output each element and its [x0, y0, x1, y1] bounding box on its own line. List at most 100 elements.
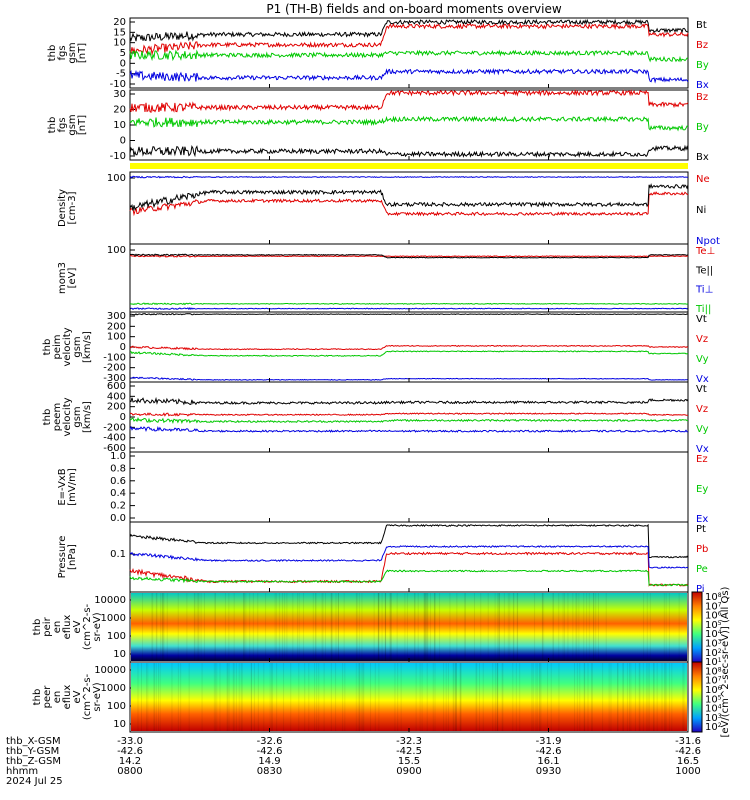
legend-Bz: Bz	[696, 40, 708, 51]
footer-value: -32.6	[257, 736, 283, 747]
footer-value: 0800	[117, 766, 142, 777]
legend-Vx: Vx	[696, 444, 709, 455]
y-axis-label: peem	[52, 403, 63, 431]
y-axis-label: eflux	[62, 615, 73, 640]
legend-Pt: Pt	[696, 524, 706, 535]
footer-value: 0830	[257, 766, 282, 777]
y-axis-label: gsm	[72, 336, 83, 357]
series-Bz	[129, 89, 689, 113]
legend-Vy: Vy	[696, 424, 709, 435]
legend-Pe: Pe	[696, 564, 708, 575]
y-axis-label: [km/s]	[82, 401, 93, 433]
y-tick-label: 0.0	[110, 513, 126, 524]
y-tick-label: 0.6	[110, 476, 126, 487]
y-axis-label: [nT]	[77, 115, 88, 135]
y-tick-label: 100	[107, 701, 126, 712]
series-Vt	[129, 396, 689, 406]
series-Bz	[129, 22, 689, 56]
footer-value: 14.9	[258, 756, 280, 767]
y-tick-label: 10000	[94, 665, 126, 676]
y-tick-label: -100	[103, 352, 126, 363]
y-axis-label: mom3	[57, 262, 68, 294]
colorbar-tick: 102	[705, 648, 722, 659]
legend-Bt: Bt	[696, 20, 707, 31]
y-tick-label: 0.8	[110, 463, 126, 474]
y-axis-label: eV	[72, 690, 83, 703]
y-axis-label: (cm^2-s-	[82, 603, 93, 650]
spectrogram	[131, 593, 687, 661]
panel-frame	[129, 451, 689, 523]
series-Bt	[129, 18, 689, 42]
y-tick-label: 0	[120, 412, 126, 423]
footer-value: -31.6	[675, 736, 701, 747]
footer-date: 2024 Jul 25	[6, 776, 63, 787]
y-tick-label: 100	[107, 631, 126, 642]
footer-value: 1000	[675, 766, 700, 777]
legend-Bx: Bx	[696, 80, 709, 91]
colorbar-tick: 101	[705, 657, 722, 668]
y-axis-label: eflux	[62, 685, 73, 710]
y-axis-label: E=-VxB	[57, 468, 68, 505]
y-axis-label: thb	[32, 689, 43, 706]
footer-value: 16.5	[677, 756, 699, 767]
y-tick-label: 600	[107, 381, 126, 392]
legend-Ex: Ex	[696, 514, 708, 525]
footer-value: -42.6	[536, 746, 562, 757]
footer-value: -42.5	[396, 746, 422, 757]
y-axis-label: gsm	[67, 114, 78, 135]
footer-value: -31.9	[536, 736, 562, 747]
series-Te||	[129, 253, 689, 259]
footer-label: thb_Y-GSM	[6, 746, 59, 757]
panel-peem-velocity: thb peem velocity gsm [km/s] 6004002000-200-4…	[42, 381, 709, 455]
legend-Ez: Ez	[696, 454, 708, 465]
colorbar-tick: 106	[705, 611, 722, 622]
legend-Pb: Pb	[696, 544, 708, 555]
series-Npot	[129, 175, 688, 179]
legend-Pi: Pi	[696, 584, 705, 595]
legend-Vt: Vt	[696, 384, 707, 395]
colorbar-tick: 107	[705, 676, 722, 687]
footer-value: -33.0	[117, 736, 143, 747]
series-Vz	[129, 412, 689, 417]
y-tick-label: 10	[113, 649, 126, 660]
footer-value: 16.1	[537, 756, 559, 767]
series-Vz	[129, 344, 689, 351]
colorbar-tick: 104	[705, 629, 722, 640]
legend-Ti⊥: Ti⊥	[695, 285, 713, 296]
series-Pt	[129, 523, 689, 559]
footer-value: -42.6	[257, 746, 283, 757]
footer-value: 0930	[536, 766, 561, 777]
legend-Vz: Vz	[696, 334, 708, 345]
colorbar-label: [eV/(cm^2-sec-sr-eV)] (All Qs)	[720, 586, 731, 737]
footer-value: 15.5	[398, 756, 420, 767]
y-axis-label: [km/s]	[82, 331, 93, 363]
y-tick-label: 400	[107, 391, 126, 402]
y-tick-label: 10000	[94, 595, 126, 606]
y-tick-label: 20	[113, 17, 126, 28]
series-Bx	[129, 144, 689, 158]
plot-title: P1 (TH-B) fields and on-board moments ov…	[266, 2, 562, 16]
y-axis-label: velocity	[62, 397, 73, 436]
panel-peer: thb peer en eflux eV (cm^2-s-sr-eV) 10000 1000 1…	[32, 661, 689, 733]
y-tick-label: 0.4	[110, 488, 126, 499]
y-axis-label: fgs	[57, 117, 68, 132]
colorbar-tick: 103	[705, 713, 722, 724]
y-axis-label: thb	[42, 409, 53, 426]
colorbar-tick: 108	[705, 666, 722, 677]
y-axis-label: gsm	[67, 42, 78, 63]
y-tick-label: 100	[107, 245, 126, 256]
footer-label: hhmm	[6, 766, 38, 777]
panel-peim-velocity: thb peim velocity gsm [km/s] 3002001000-100-2…	[42, 311, 709, 385]
y-tick-label: 0.2	[110, 501, 126, 512]
y-tick-label: 5	[120, 48, 126, 59]
y-axis-label: [nPa]	[67, 544, 78, 570]
colorbar-tick: 102	[705, 722, 722, 733]
series-By	[129, 115, 689, 132]
y-axis-label: sr-eV)	[92, 682, 103, 711]
y-axis-label: peer	[42, 685, 53, 709]
colorbar-tick: 104	[705, 704, 722, 715]
y-tick-label: 20	[113, 105, 126, 116]
y-axis-label: en	[52, 691, 63, 704]
